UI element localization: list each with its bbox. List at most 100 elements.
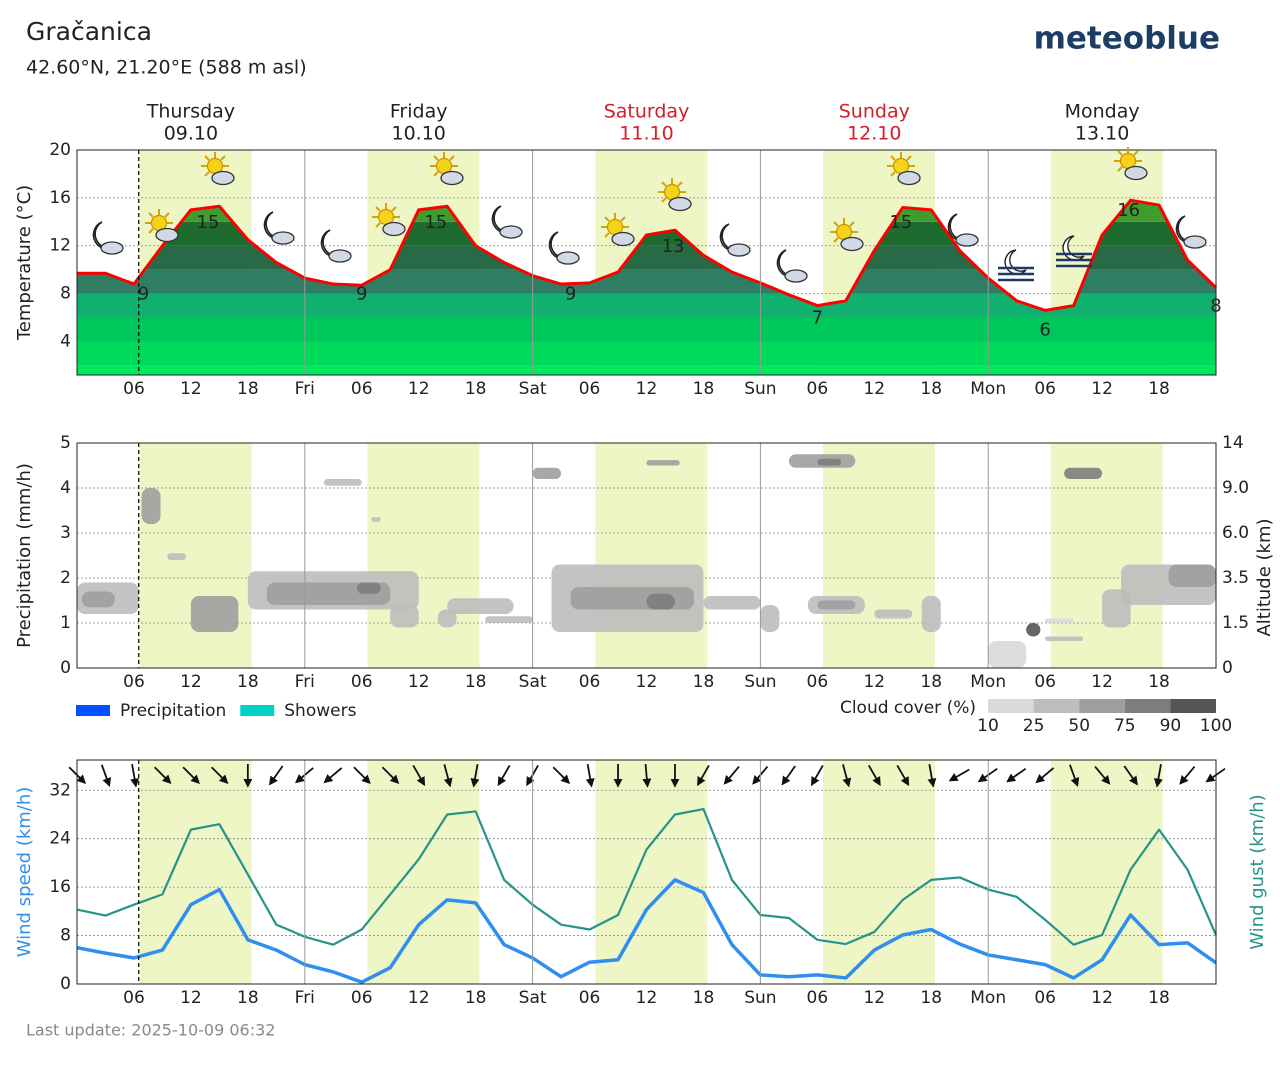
x-tick-label: 12 xyxy=(636,988,658,1008)
x-tick-label: 06 xyxy=(351,988,373,1008)
cloud-cover-tick: 100 xyxy=(1200,716,1232,736)
x-tick-label: 12 xyxy=(863,988,885,1008)
daylight xyxy=(595,760,708,984)
x-tick-label: 06 xyxy=(351,672,373,692)
cloud-patch xyxy=(167,553,187,560)
x-tick-label: Sun xyxy=(744,672,776,692)
x-tick-label: 12 xyxy=(863,379,885,399)
cloud-patch xyxy=(1045,618,1074,623)
x-tick-label: 06 xyxy=(351,379,373,399)
y-tick-label: 8 xyxy=(60,284,71,304)
cloud-patch xyxy=(357,582,381,594)
x-tick-label: 18 xyxy=(237,379,259,399)
wind-line xyxy=(76,878,1218,984)
x-tick-label: 12 xyxy=(1091,379,1113,399)
cloud-patch xyxy=(485,616,533,623)
x-tick-label: 06 xyxy=(123,379,145,399)
wind-arrow xyxy=(842,764,852,788)
wind-arrow xyxy=(1123,765,1138,786)
x-tick-label: 06 xyxy=(579,379,601,399)
y-tick-label: 20 xyxy=(49,140,71,160)
cloud-patch xyxy=(390,605,419,628)
wind-arrow xyxy=(948,768,970,782)
cloud-patch xyxy=(1026,623,1041,637)
y-tick-label: 16 xyxy=(49,877,71,897)
y-tick-label: 8 xyxy=(60,926,71,946)
wind-arrow xyxy=(497,765,511,787)
wind-arrow xyxy=(1179,765,1196,785)
last-update: Last update: 2025-10-09 06:32 xyxy=(26,1021,275,1040)
x-tick-label: 18 xyxy=(1148,988,1170,1008)
x-tick-label: 18 xyxy=(465,672,487,692)
cloud-patch xyxy=(703,596,761,610)
temperature-extreme: 15 xyxy=(197,212,220,233)
cloud-patch xyxy=(817,458,842,466)
x-tick-label: 18 xyxy=(693,379,715,399)
x-tick-label: 06 xyxy=(807,988,829,1008)
cloud-cover-title: Cloud cover (%) xyxy=(840,698,976,718)
x-tick-label: 06 xyxy=(579,988,601,1008)
x-tick-label: Sat xyxy=(519,672,547,692)
y2-axis-label: Altitude (km) xyxy=(1254,518,1275,636)
plot-frame xyxy=(76,759,1217,985)
temperature-extreme: 7 xyxy=(812,308,823,329)
x-tick-label: 18 xyxy=(693,672,715,692)
cloud-cover-swatch xyxy=(1079,699,1125,713)
x-tick-label: 06 xyxy=(1034,672,1056,692)
temperature-band xyxy=(77,293,1216,318)
x-tick-label: 18 xyxy=(1148,672,1170,692)
cloud-patch xyxy=(646,593,675,610)
y-tick-label: 24 xyxy=(49,829,71,849)
y2-tick-label: 6.0 xyxy=(1222,523,1249,543)
cloud-patch xyxy=(817,600,856,610)
wind-arrow xyxy=(1069,764,1080,788)
daylight xyxy=(139,443,252,668)
x-tick-label: 12 xyxy=(636,672,658,692)
y-tick-label: 1 xyxy=(60,613,71,633)
daylight xyxy=(1050,443,1163,668)
y2-tick-label: 0 xyxy=(1222,658,1233,678)
x-tick-label: 12 xyxy=(408,988,430,1008)
daylight xyxy=(367,760,480,984)
y2-axis-label: Wind gust (km/h) xyxy=(1247,794,1268,949)
cloud-cover-tick: 25 xyxy=(1023,716,1045,736)
temperature-band xyxy=(77,365,1216,375)
x-tick-label: Sun xyxy=(744,379,776,399)
wind-arrow xyxy=(1094,765,1111,785)
cloud-patch xyxy=(1168,564,1216,587)
day-name: Monday xyxy=(1065,101,1140,123)
x-tick-label: 18 xyxy=(693,988,715,1008)
wind-arrow xyxy=(868,765,881,787)
x-tick-label: 12 xyxy=(180,379,202,399)
x-tick-label: 12 xyxy=(636,379,658,399)
cloud-cover-tick: 75 xyxy=(1114,716,1136,736)
x-tick-label: Fri xyxy=(295,988,315,1008)
cloud-patch xyxy=(141,488,161,524)
x-tick-label: 06 xyxy=(579,672,601,692)
wind-arrow xyxy=(552,766,571,785)
x-tick-label: 06 xyxy=(1034,379,1056,399)
wind-arrow xyxy=(896,765,910,787)
wind-arrow xyxy=(210,766,229,785)
cloud-patch xyxy=(190,596,239,632)
cloud-cover-tick: 50 xyxy=(1068,716,1090,736)
cloud-patch xyxy=(570,587,694,610)
wind-line xyxy=(76,807,1218,946)
cloud-patch xyxy=(371,517,381,522)
y-tick-label: 32 xyxy=(49,780,71,800)
legend-swatch xyxy=(76,705,110,716)
y2-tick-label: 14 xyxy=(1222,433,1244,453)
x-tick-label: 18 xyxy=(237,988,259,1008)
daylight xyxy=(823,443,936,668)
x-tick-label: 06 xyxy=(807,672,829,692)
cloud-cover-tick: 90 xyxy=(1160,716,1182,736)
wind-arrow xyxy=(154,766,172,785)
temperature-extreme: 13 xyxy=(662,236,685,257)
cloud-patch xyxy=(323,479,362,486)
wind-arrow xyxy=(443,764,453,788)
cloud-patch xyxy=(921,596,941,632)
y-tick-label: 5 xyxy=(60,433,71,453)
temperature-extreme: 15 xyxy=(889,212,912,233)
x-tick-label: Mon xyxy=(970,988,1006,1008)
